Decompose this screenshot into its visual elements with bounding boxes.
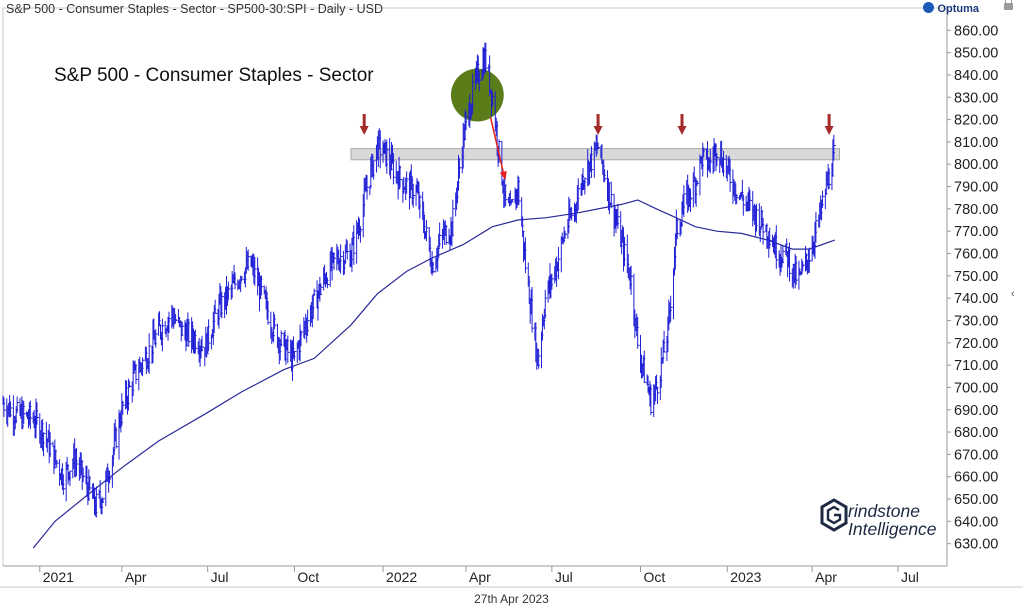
y-tick-label: 720.00 bbox=[954, 336, 998, 352]
y-tick-label: 730.00 bbox=[954, 313, 998, 329]
x-tick-label: Jul bbox=[211, 569, 229, 585]
y-tick-label: 750.00 bbox=[954, 269, 998, 285]
grindstone-logo-text: rindstone Intelligence bbox=[848, 502, 937, 538]
expand-axis-icon[interactable]: ‹ bbox=[1011, 288, 1015, 300]
x-axis-panel bbox=[0, 566, 947, 596]
y-tick-label: 660.00 bbox=[954, 470, 998, 486]
y-tick-label: 790.00 bbox=[954, 180, 998, 196]
y-tick-label: 770.00 bbox=[954, 224, 998, 240]
grindstone-hex-icon bbox=[820, 498, 848, 532]
peak-arrow-marker bbox=[677, 114, 687, 135]
breakdown-arrowhead bbox=[499, 170, 507, 180]
x-tick-label: Jul bbox=[555, 569, 573, 585]
y-tick-label: 800.00 bbox=[954, 157, 998, 173]
price-bars bbox=[2, 42, 836, 518]
y-tick-label: 690.00 bbox=[954, 403, 998, 419]
optuma-brand: Optuma bbox=[923, 2, 979, 15]
lock-icon[interactable] bbox=[1004, 0, 1013, 10]
y-tick-label: 830.00 bbox=[954, 90, 998, 106]
y-tick-label: 650.00 bbox=[954, 492, 998, 508]
peak-arrow-marker bbox=[824, 114, 834, 135]
optuma-logo-icon bbox=[923, 2, 935, 13]
grindstone-logo: rindstone Intelligence bbox=[820, 496, 960, 548]
y-tick-label: 680.00 bbox=[954, 425, 998, 441]
chart-date: 27th Apr 2023 bbox=[474, 592, 549, 606]
x-tick-label: Jul bbox=[901, 569, 919, 585]
y-tick-label: 640.00 bbox=[954, 514, 998, 530]
grindstone-logo-line1: rindstone bbox=[848, 501, 920, 521]
peak-arrow-marker bbox=[359, 114, 369, 135]
x-tick-label: 2021 bbox=[43, 569, 74, 585]
y-tick-label: 670.00 bbox=[954, 447, 998, 463]
y-tick-label: 760.00 bbox=[954, 247, 998, 263]
y-tick-label: 850.00 bbox=[954, 46, 998, 62]
y-tick-label: 810.00 bbox=[954, 135, 998, 151]
x-tick-label: Apr bbox=[125, 569, 147, 585]
x-tick-label: Oct bbox=[297, 569, 319, 585]
y-tick-label: 630.00 bbox=[954, 537, 998, 553]
chart-header: S&P 500 - Consumer Staples - Sector - SP… bbox=[6, 2, 384, 16]
y-tick-label: 840.00 bbox=[954, 68, 998, 84]
x-tick-label: Apr bbox=[469, 569, 491, 585]
x-tick-label: 2022 bbox=[386, 569, 417, 585]
y-tick-label: 820.00 bbox=[954, 113, 998, 129]
moving-average-line bbox=[32, 199, 835, 549]
y-tick-label: 860.00 bbox=[954, 23, 998, 39]
highlight-circle bbox=[450, 68, 504, 122]
breakdown-arrow bbox=[489, 117, 505, 175]
optuma-brand-label: Optuma bbox=[937, 3, 979, 15]
x-tick-label: Apr bbox=[815, 569, 837, 585]
y-tick-label: 710.00 bbox=[954, 358, 998, 374]
x-tick-label: Oct bbox=[644, 569, 666, 585]
y-tick-label: 740.00 bbox=[954, 291, 998, 307]
y-axis-panel bbox=[947, 0, 1023, 613]
x-tick-label: 2023 bbox=[730, 569, 761, 585]
chart-title: S&P 500 - Consumer Staples - Sector bbox=[54, 65, 374, 86]
grindstone-logo-line2: Intelligence bbox=[848, 519, 937, 539]
y-tick-label: 700.00 bbox=[954, 380, 998, 396]
peak-arrow-marker bbox=[593, 114, 603, 135]
y-tick-label: 780.00 bbox=[954, 202, 998, 218]
